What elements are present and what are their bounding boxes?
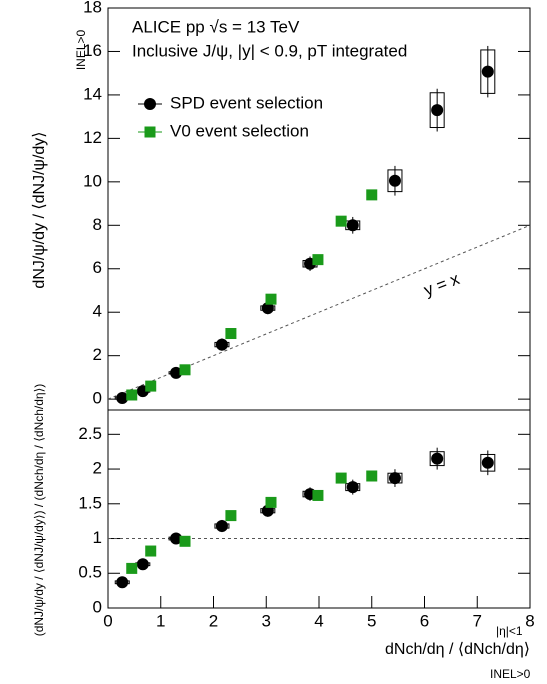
title-line: ALICE pp √s = 13 TeV <box>132 17 300 36</box>
y-tick-label: 0.5 <box>78 563 102 582</box>
point <box>225 328 237 340</box>
y-tick-label: 0 <box>93 389 102 408</box>
point <box>261 302 274 315</box>
point <box>170 366 183 379</box>
point <box>388 472 401 485</box>
y-tick-label: 2.5 <box>78 424 102 443</box>
y-tick-label: 4 <box>93 302 102 321</box>
y-tick-label: 1.5 <box>78 493 102 512</box>
point <box>215 520 228 533</box>
point <box>116 392 129 405</box>
point <box>170 532 183 545</box>
x-tick-label: 1 <box>156 611 165 630</box>
y-tick-label: 16 <box>83 41 102 60</box>
point <box>126 562 138 574</box>
point <box>265 496 277 508</box>
x-tick-label: 5 <box>367 611 376 630</box>
y-tick-label: 12 <box>83 128 102 147</box>
point <box>225 510 237 522</box>
x-tick-label: 8 <box>525 611 534 630</box>
x-tick-label: 0 <box>103 611 112 630</box>
x-tick-label: 4 <box>314 611 323 630</box>
title-line: Inclusive J/ψ, |y| < 0.9, pT integrated <box>132 41 407 60</box>
point <box>136 558 149 571</box>
y-tick-label: 2 <box>93 345 102 364</box>
point <box>145 545 157 557</box>
x-tick-label: 7 <box>473 611 482 630</box>
point <box>312 489 324 501</box>
top-frame <box>107 7 531 411</box>
point <box>388 174 401 187</box>
legend-marker <box>144 98 156 110</box>
y-tick-label: 14 <box>83 84 102 103</box>
point <box>335 472 347 484</box>
point <box>346 481 359 494</box>
point <box>431 104 444 117</box>
legend-label: SPD event selection <box>170 93 323 112</box>
point <box>366 470 378 482</box>
y-tick-label: 0 <box>93 597 102 616</box>
x-axis-label-sup: |η|<1 <box>496 624 523 638</box>
annotation: y = x <box>421 269 462 300</box>
point <box>481 456 494 469</box>
point <box>312 254 324 266</box>
point <box>265 293 277 305</box>
point <box>126 389 138 401</box>
legend-label: V0 event selection <box>170 121 309 140</box>
x-tick-label: 6 <box>420 611 429 630</box>
point <box>179 364 191 376</box>
point <box>366 189 378 201</box>
point <box>116 576 129 589</box>
y-tick-label: 18 <box>83 0 102 16</box>
point <box>179 535 191 547</box>
legend-marker <box>144 126 156 138</box>
y-axis-label: dNJ/ψ/dy / ⟨dNJ/ψ/dy⟩ <box>31 131 48 288</box>
x-axis-label: dNch/dη / ⟨dNch/dη⟩ <box>385 641 530 658</box>
x-tick-label: 2 <box>209 611 218 630</box>
point <box>346 219 359 232</box>
y-tick-label: 6 <box>93 258 102 277</box>
point <box>481 65 494 78</box>
point <box>431 452 444 465</box>
point <box>145 380 157 392</box>
y-tick-label: 2 <box>93 459 102 478</box>
y-axis-label-sub: INEL>0 <box>74 29 88 70</box>
y-tick-label: 10 <box>83 171 102 190</box>
x-tick-label: 3 <box>262 611 271 630</box>
y-tick-label: 1 <box>93 528 102 547</box>
y-axis-label: (dNJ/ψ/dy / ⟨dNJ/ψ/dy⟩) / (dNch/dη / ⟨dN… <box>32 384 46 637</box>
point <box>215 338 228 351</box>
point <box>335 215 347 227</box>
bottom-frame <box>107 409 531 609</box>
identity-line <box>107 224 531 400</box>
y-tick-label: 8 <box>93 215 102 234</box>
x-axis-label-sub: INEL>0 <box>490 667 531 681</box>
